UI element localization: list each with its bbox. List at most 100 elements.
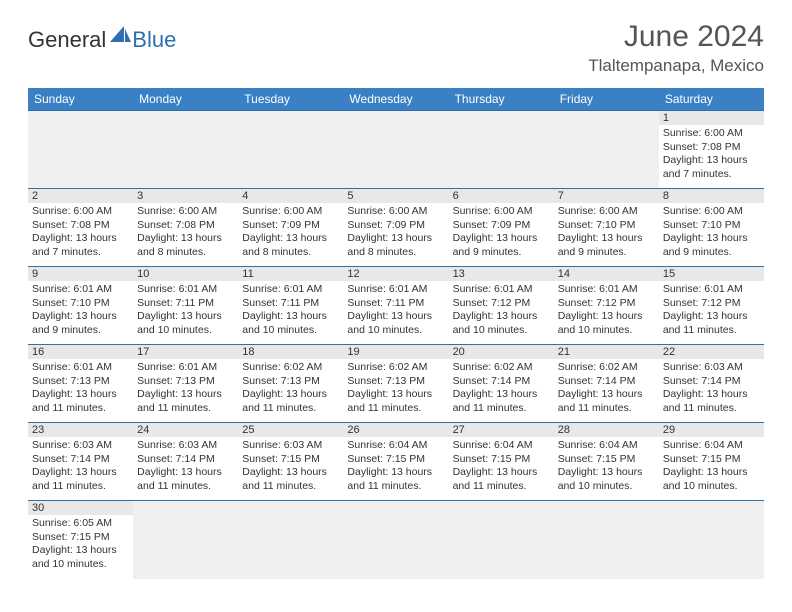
calendar-row: 1Sunrise: 6:00 AMSunset: 7:08 PMDaylight…: [28, 111, 764, 189]
sunset-line: Sunset: 7:10 PM: [663, 219, 760, 233]
day-number: 15: [659, 267, 764, 281]
day-number: 1: [659, 111, 764, 125]
daylight-line: Daylight: 13 hours and 11 minutes.: [137, 466, 234, 493]
calendar-row: 16Sunrise: 6:01 AMSunset: 7:13 PMDayligh…: [28, 345, 764, 423]
daylight-line: Daylight: 13 hours and 10 minutes.: [347, 310, 444, 337]
calendar-cell: 26Sunrise: 6:04 AMSunset: 7:15 PMDayligh…: [343, 423, 448, 501]
day-content: Sunrise: 6:01 AMSunset: 7:12 PMDaylight:…: [449, 281, 554, 340]
weekday-header: Saturday: [659, 88, 764, 111]
month-title: June 2024: [588, 20, 764, 54]
sail-icon: [110, 26, 132, 47]
sunset-line: Sunset: 7:13 PM: [32, 375, 129, 389]
daylight-line: Daylight: 13 hours and 11 minutes.: [558, 388, 655, 415]
calendar-cell: 17Sunrise: 6:01 AMSunset: 7:13 PMDayligh…: [133, 345, 238, 423]
sunrise-line: Sunrise: 6:02 AM: [453, 361, 550, 375]
location: Tlaltempanapa, Mexico: [588, 56, 764, 76]
daylight-line: Daylight: 13 hours and 11 minutes.: [663, 388, 760, 415]
sunrise-line: Sunrise: 6:04 AM: [347, 439, 444, 453]
day-number: 16: [28, 345, 133, 359]
sunrise-line: Sunrise: 6:05 AM: [32, 517, 129, 531]
daylight-line: Daylight: 13 hours and 10 minutes.: [32, 544, 129, 571]
day-number: 4: [238, 189, 343, 203]
calendar-cell: [238, 501, 343, 579]
daylight-line: Daylight: 13 hours and 10 minutes.: [137, 310, 234, 337]
sunset-line: Sunset: 7:13 PM: [137, 375, 234, 389]
day-number: 26: [343, 423, 448, 437]
calendar-cell: 8Sunrise: 6:00 AMSunset: 7:10 PMDaylight…: [659, 189, 764, 267]
day-content: Sunrise: 6:02 AMSunset: 7:14 PMDaylight:…: [554, 359, 659, 418]
daylight-line: Daylight: 13 hours and 11 minutes.: [242, 466, 339, 493]
day-content: Sunrise: 6:01 AMSunset: 7:11 PMDaylight:…: [343, 281, 448, 340]
calendar-cell: 12Sunrise: 6:01 AMSunset: 7:11 PMDayligh…: [343, 267, 448, 345]
weekday-header: Sunday: [28, 88, 133, 111]
calendar-cell: 22Sunrise: 6:03 AMSunset: 7:14 PMDayligh…: [659, 345, 764, 423]
sunrise-line: Sunrise: 6:03 AM: [32, 439, 129, 453]
sunrise-line: Sunrise: 6:00 AM: [137, 205, 234, 219]
day-content: Sunrise: 6:03 AMSunset: 7:15 PMDaylight:…: [238, 437, 343, 496]
sunset-line: Sunset: 7:08 PM: [32, 219, 129, 233]
calendar-cell: 23Sunrise: 6:03 AMSunset: 7:14 PMDayligh…: [28, 423, 133, 501]
daylight-line: Daylight: 13 hours and 10 minutes.: [558, 310, 655, 337]
day-number: 12: [343, 267, 448, 281]
day-content: Sunrise: 6:00 AMSunset: 7:08 PMDaylight:…: [659, 125, 764, 184]
sunrise-line: Sunrise: 6:04 AM: [453, 439, 550, 453]
logo: General Blue: [28, 26, 176, 53]
calendar-cell: 24Sunrise: 6:03 AMSunset: 7:14 PMDayligh…: [133, 423, 238, 501]
calendar-cell: 4Sunrise: 6:00 AMSunset: 7:09 PMDaylight…: [238, 189, 343, 267]
day-content: Sunrise: 6:01 AMSunset: 7:13 PMDaylight:…: [28, 359, 133, 418]
day-content: Sunrise: 6:04 AMSunset: 7:15 PMDaylight:…: [554, 437, 659, 496]
sunset-line: Sunset: 7:12 PM: [558, 297, 655, 311]
day-number: 13: [449, 267, 554, 281]
calendar-cell: [554, 111, 659, 189]
sunset-line: Sunset: 7:12 PM: [453, 297, 550, 311]
sunrise-line: Sunrise: 6:02 AM: [242, 361, 339, 375]
daylight-line: Daylight: 13 hours and 11 minutes.: [242, 388, 339, 415]
weekday-header-row: Sunday Monday Tuesday Wednesday Thursday…: [28, 88, 764, 111]
calendar-cell: 5Sunrise: 6:00 AMSunset: 7:09 PMDaylight…: [343, 189, 448, 267]
weekday-header: Tuesday: [238, 88, 343, 111]
sunset-line: Sunset: 7:11 PM: [137, 297, 234, 311]
day-content: Sunrise: 6:01 AMSunset: 7:11 PMDaylight:…: [133, 281, 238, 340]
sunset-line: Sunset: 7:14 PM: [663, 375, 760, 389]
calendar-cell: 10Sunrise: 6:01 AMSunset: 7:11 PMDayligh…: [133, 267, 238, 345]
day-content: Sunrise: 6:02 AMSunset: 7:13 PMDaylight:…: [343, 359, 448, 418]
day-number: 14: [554, 267, 659, 281]
calendar-cell: 25Sunrise: 6:03 AMSunset: 7:15 PMDayligh…: [238, 423, 343, 501]
daylight-line: Daylight: 13 hours and 10 minutes.: [663, 466, 760, 493]
sunrise-line: Sunrise: 6:00 AM: [663, 127, 760, 141]
title-block: June 2024 Tlaltempanapa, Mexico: [588, 20, 764, 76]
calendar-cell: 20Sunrise: 6:02 AMSunset: 7:14 PMDayligh…: [449, 345, 554, 423]
calendar-cell: [238, 111, 343, 189]
day-content: Sunrise: 6:04 AMSunset: 7:15 PMDaylight:…: [449, 437, 554, 496]
day-content: Sunrise: 6:02 AMSunset: 7:13 PMDaylight:…: [238, 359, 343, 418]
day-number: 25: [238, 423, 343, 437]
header: General Blue June 2024 Tlaltempanapa, Me…: [28, 20, 764, 76]
sunset-line: Sunset: 7:12 PM: [663, 297, 760, 311]
sunrise-line: Sunrise: 6:01 AM: [32, 361, 129, 375]
calendar-cell: [133, 501, 238, 579]
sunset-line: Sunset: 7:11 PM: [242, 297, 339, 311]
daylight-line: Daylight: 13 hours and 10 minutes.: [242, 310, 339, 337]
calendar-row: 9Sunrise: 6:01 AMSunset: 7:10 PMDaylight…: [28, 267, 764, 345]
day-number: 19: [343, 345, 448, 359]
day-content: Sunrise: 6:01 AMSunset: 7:12 PMDaylight:…: [659, 281, 764, 340]
day-number: 17: [133, 345, 238, 359]
calendar-cell: 9Sunrise: 6:01 AMSunset: 7:10 PMDaylight…: [28, 267, 133, 345]
day-number: 21: [554, 345, 659, 359]
sunset-line: Sunset: 7:15 PM: [558, 453, 655, 467]
daylight-line: Daylight: 13 hours and 11 minutes.: [663, 310, 760, 337]
day-number: 8: [659, 189, 764, 203]
sunset-line: Sunset: 7:09 PM: [347, 219, 444, 233]
daylight-line: Daylight: 13 hours and 11 minutes.: [453, 466, 550, 493]
sunrise-line: Sunrise: 6:03 AM: [137, 439, 234, 453]
sunset-line: Sunset: 7:09 PM: [453, 219, 550, 233]
sunset-line: Sunset: 7:14 PM: [558, 375, 655, 389]
sunset-line: Sunset: 7:10 PM: [32, 297, 129, 311]
daylight-line: Daylight: 13 hours and 11 minutes.: [347, 388, 444, 415]
calendar-cell: 18Sunrise: 6:02 AMSunset: 7:13 PMDayligh…: [238, 345, 343, 423]
sunrise-line: Sunrise: 6:00 AM: [242, 205, 339, 219]
sunset-line: Sunset: 7:14 PM: [453, 375, 550, 389]
calendar-cell: [343, 111, 448, 189]
day-number: 9: [28, 267, 133, 281]
daylight-line: Daylight: 13 hours and 10 minutes.: [558, 466, 655, 493]
